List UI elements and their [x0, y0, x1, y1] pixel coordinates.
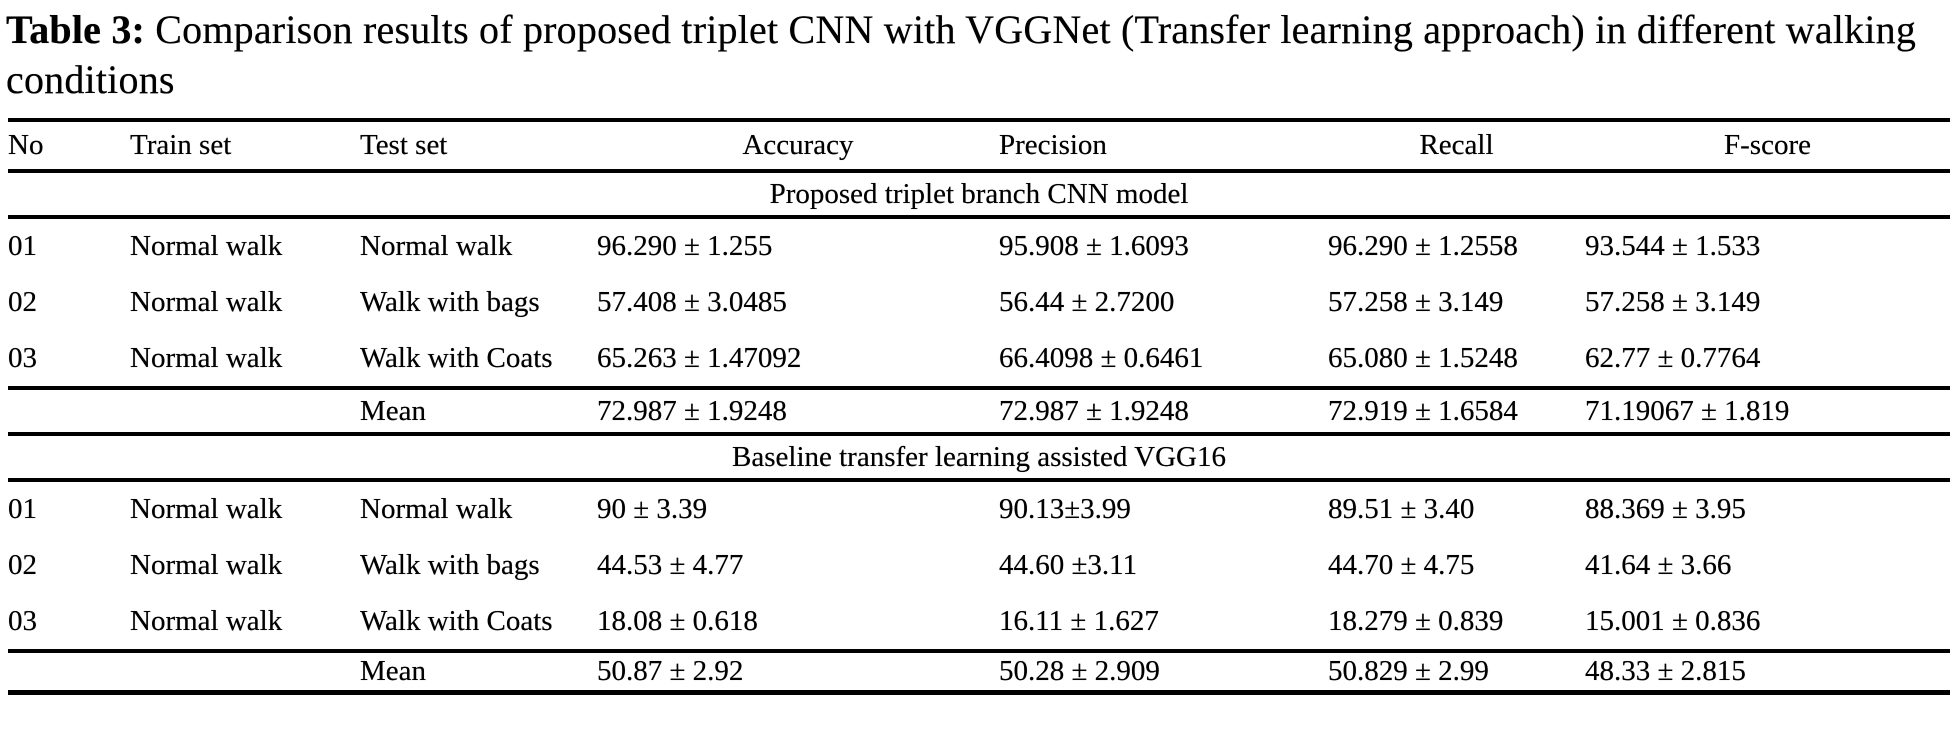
table-cell: 93.544 ± 1.533	[1585, 230, 1761, 262]
table-cell: Walk with Coats	[360, 342, 553, 374]
table-cell: 18.279 ± 0.839	[1328, 605, 1504, 637]
table-cell: 50.28 ± 2.909	[999, 654, 1160, 687]
table-cell: Walk with bags	[360, 549, 540, 581]
table-row: 03 Normal walk Walk with Coats 18.08 ± 0…	[8, 594, 1950, 651]
table-cell: 72.987 ± 1.9248	[597, 394, 787, 427]
table-cell: 57.258 ± 3.149	[1328, 286, 1504, 318]
table-cell: 02	[8, 549, 37, 581]
column-header-test-set: Test set	[360, 129, 448, 161]
table-caption: Table 3: Comparison results of proposed …	[0, 0, 1958, 105]
table-cell	[8, 388, 130, 434]
column-header-train-set: Train set	[130, 129, 232, 161]
column-header-accuracy: Accuracy	[742, 129, 854, 161]
table-cell: Normal walk	[130, 549, 283, 581]
table-cell: 18.08 ± 0.618	[597, 605, 758, 637]
table-cell: 72.919 ± 1.6584	[1328, 394, 1518, 427]
table-cell	[130, 651, 360, 692]
table-cell: 88.369 ± 3.95	[1585, 493, 1746, 525]
column-header-no: No	[8, 129, 44, 161]
table-row: 02 Normal walk Walk with bags 57.408 ± 3…	[8, 274, 1950, 331]
table-row: 01 Normal walk Normal walk 96.290 ± 1.25…	[8, 217, 1950, 274]
table-row: 01 Normal walk Normal walk 90 ± 3.39 90.…	[8, 480, 1950, 537]
section-header-label: Proposed triplet branch CNN model	[769, 177, 1189, 210]
table-cell: 95.908 ± 1.6093	[999, 230, 1189, 262]
table-cell: Normal walk	[130, 493, 283, 525]
table-cell: Walk with bags	[360, 286, 540, 318]
table-cell: 44.60 ±3.11	[999, 549, 1138, 581]
section-header-row: Proposed triplet branch CNN model	[8, 171, 1950, 217]
table-cell: 15.001 ± 0.836	[1585, 605, 1761, 637]
table-cell: 57.258 ± 3.149	[1585, 286, 1761, 318]
table-cell: Normal walk	[130, 230, 283, 262]
table-cell: 62.77 ± 0.7764	[1585, 342, 1761, 374]
table-cell: 02	[8, 286, 37, 318]
column-header-precision: Precision	[999, 129, 1107, 161]
table-cell: 03	[8, 605, 37, 637]
table-cell: Mean	[360, 394, 427, 427]
table-cell: Normal walk	[360, 493, 513, 525]
table-cell: Normal walk	[360, 230, 513, 262]
section-baseline-vgg16: Baseline transfer learning assisted VGG1…	[8, 434, 1950, 692]
table-caption-text: Comparison results of proposed triplet C…	[6, 7, 1917, 102]
table-cell: 66.4098 ± 0.6461	[999, 342, 1204, 374]
table-row: 03 Normal walk Walk with Coats 65.263 ± …	[8, 331, 1950, 388]
table-row: 02 Normal walk Walk with bags 44.53 ± 4.…	[8, 537, 1950, 594]
section-proposed-triplet-cnn: Proposed triplet branch CNN model 01 Nor…	[8, 171, 1950, 434]
section-header-label: Baseline transfer learning assisted VGG1…	[732, 440, 1226, 473]
table-cell: Normal walk	[130, 605, 283, 637]
results-table: No Train set Test set Accuracy Precision…	[8, 118, 1950, 695]
table-cell: Mean	[360, 654, 427, 687]
table-cell: 03	[8, 342, 37, 374]
table-cell: 71.19067 ± 1.819	[1585, 394, 1790, 427]
table-cell: 41.64 ± 3.66	[1585, 549, 1732, 581]
table-cell: 96.290 ± 1.2558	[1328, 230, 1518, 262]
table-cell: Walk with Coats	[360, 605, 553, 637]
mean-row: Mean 72.987 ± 1.9248 72.987 ± 1.9248 72.…	[8, 388, 1950, 434]
column-header-recall: Recall	[1419, 129, 1494, 161]
table-cell: 57.408 ± 3.0485	[597, 286, 787, 318]
header-row: No Train set Test set Accuracy Precision…	[8, 120, 1950, 171]
table-caption-number: Table 3:	[6, 7, 146, 52]
column-header-fscore: F-score	[1724, 129, 1811, 161]
table-cell: 48.33 ± 2.815	[1585, 654, 1746, 687]
table-cell: 16.11 ± 1.627	[999, 605, 1159, 637]
table-cell: 50.87 ± 2.92	[597, 654, 744, 687]
table-cell: 44.70 ± 4.75	[1328, 549, 1475, 581]
table-cell: 50.829 ± 2.99	[1328, 654, 1489, 687]
table-cell: 90.13±3.99	[999, 493, 1131, 525]
table-cell: Normal walk	[130, 342, 283, 374]
table-cell: Normal walk	[130, 286, 283, 318]
table-cell: 72.987 ± 1.9248	[999, 394, 1189, 427]
table-cell: 01	[8, 493, 37, 525]
table-cell: 96.290 ± 1.255	[597, 230, 773, 262]
table-cell	[130, 388, 360, 434]
table-cell	[8, 651, 130, 692]
table-cell: 01	[8, 230, 37, 262]
section-header-row: Baseline transfer learning assisted VGG1…	[8, 434, 1950, 480]
mean-row: Mean 50.87 ± 2.92 50.28 ± 2.909 50.829 ±…	[8, 651, 1950, 692]
table-cell: 56.44 ± 2.7200	[999, 286, 1175, 318]
table-cell: 90 ± 3.39	[597, 493, 708, 525]
table-cell: 44.53 ± 4.77	[597, 549, 744, 581]
table-cell: 65.263 ± 1.47092	[597, 342, 802, 374]
table-cell: 89.51 ± 3.40	[1328, 493, 1475, 525]
table-cell: 65.080 ± 1.5248	[1328, 342, 1518, 374]
